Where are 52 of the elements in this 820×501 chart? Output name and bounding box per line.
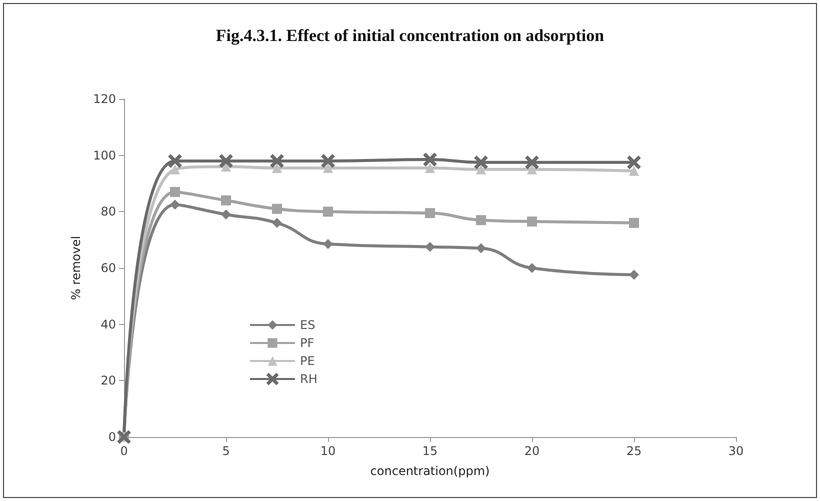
point	[270, 154, 284, 168]
point	[425, 208, 435, 218]
x-tick-label: 10	[320, 444, 336, 458]
point	[629, 218, 639, 228]
x-axis-title: concentration(ppm)	[370, 464, 490, 478]
point	[322, 154, 334, 168]
x-tick-label: 30	[728, 444, 744, 458]
point	[170, 200, 180, 210]
point	[527, 164, 537, 174]
x-tick-label: 20	[524, 444, 540, 458]
y-axis-title: % removel	[69, 236, 84, 300]
point	[170, 164, 180, 174]
legend-label: PE	[300, 354, 315, 368]
point	[526, 156, 538, 169]
chart-title: Fig.4.3.1. Effect of initial concentration on adsorption	[216, 26, 605, 45]
point	[168, 154, 182, 168]
point	[272, 204, 282, 214]
y-tick-label: 0	[108, 430, 116, 444]
point	[425, 163, 435, 174]
point	[476, 243, 486, 254]
point	[272, 218, 282, 228]
point	[527, 263, 537, 273]
x-tick-label: 15	[422, 444, 438, 458]
point	[323, 163, 333, 174]
point	[476, 164, 486, 174]
point	[474, 156, 488, 169]
point	[221, 195, 231, 206]
point	[629, 166, 639, 176]
y-tick-label: 60	[100, 261, 116, 275]
point	[221, 209, 231, 220]
point	[323, 239, 333, 250]
point	[424, 153, 436, 166]
legend-label: PF	[300, 336, 314, 350]
point	[628, 156, 640, 169]
legend-label: RH	[300, 372, 318, 386]
point	[476, 215, 486, 226]
y-tick-label: 20	[100, 374, 116, 388]
x-tick-label: 0	[120, 444, 128, 458]
point	[220, 154, 232, 168]
point	[425, 242, 435, 252]
y-tick-label: 80	[100, 204, 116, 219]
point	[170, 186, 180, 197]
y-tick-label: 40	[100, 317, 116, 332]
point	[527, 216, 537, 227]
x-tick-label: 25	[626, 444, 642, 458]
y-tick-label: 100	[93, 148, 116, 162]
point	[272, 163, 282, 174]
legend-label: ES	[300, 318, 316, 332]
y-tick-label: 120	[93, 92, 116, 106]
point	[629, 270, 639, 280]
x-tick-label: 5	[222, 444, 230, 458]
point	[323, 206, 333, 217]
